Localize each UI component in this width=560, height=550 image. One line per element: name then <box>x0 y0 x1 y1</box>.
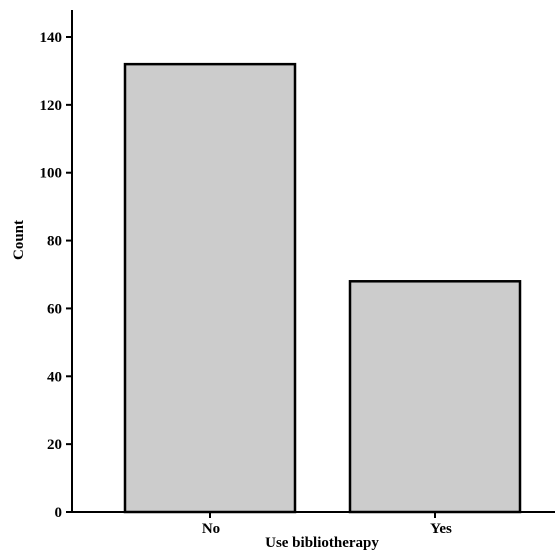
y-tick-label: 100 <box>40 166 63 182</box>
x-tick-label: No <box>202 521 220 537</box>
y-tick-label: 80 <box>47 234 62 250</box>
y-axis-ticks: 0 20 40 60 80 100 120 140 <box>40 30 72 521</box>
y-axis-title: Count <box>11 220 27 260</box>
y-tick-label: 20 <box>47 437 62 453</box>
y-tick-label: 140 <box>40 30 63 46</box>
bars <box>123 62 522 514</box>
x-axis-ticks: No Yes <box>202 512 452 537</box>
x-tick-label: Yes <box>430 521 452 537</box>
y-tick-label: 60 <box>47 301 62 317</box>
y-tick-label: 40 <box>47 369 62 385</box>
bar-yes <box>348 280 522 514</box>
bar-no <box>123 62 297 514</box>
y-tick-label: 120 <box>40 98 63 114</box>
y-tick-label: 0 <box>55 505 63 521</box>
x-axis-title: Use bibliotherapy <box>265 535 379 550</box>
